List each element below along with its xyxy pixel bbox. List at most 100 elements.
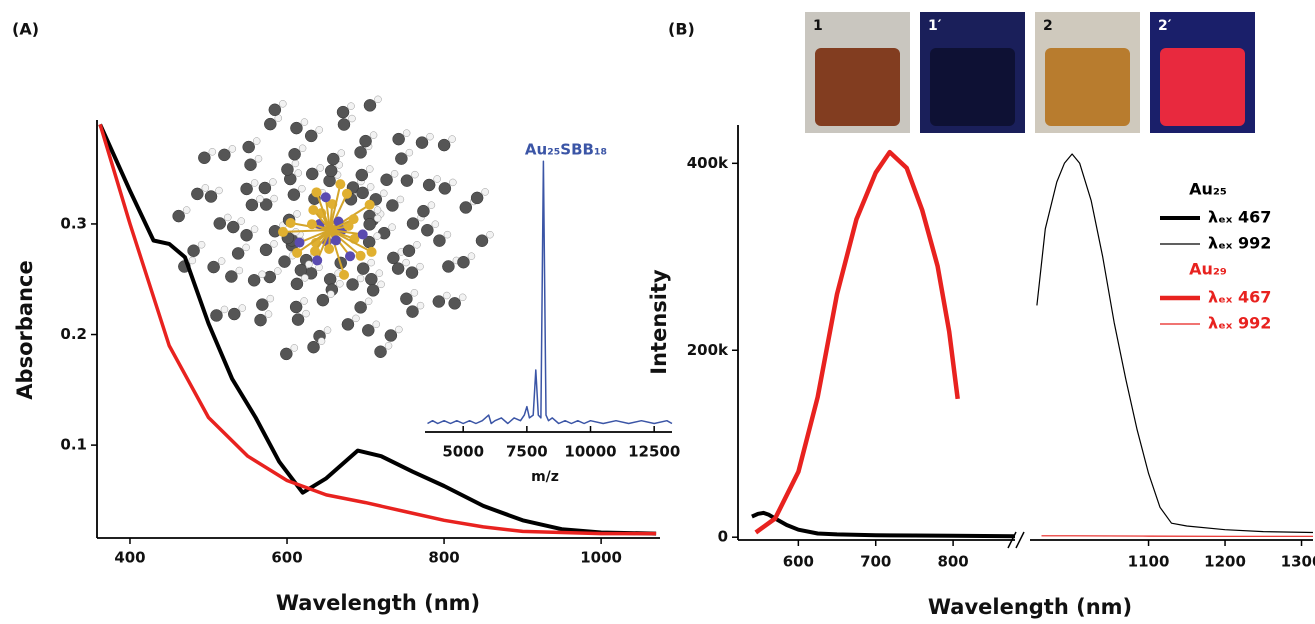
atom <box>324 164 338 178</box>
x-tick-label: 600 <box>271 549 302 567</box>
atom <box>336 279 344 288</box>
atom <box>475 234 489 247</box>
atom <box>402 129 411 137</box>
atom <box>355 168 369 182</box>
atom <box>247 274 261 287</box>
bond <box>296 229 331 254</box>
atom <box>384 329 398 342</box>
atom <box>457 255 470 269</box>
atom <box>323 272 337 286</box>
atom <box>364 297 373 306</box>
atom <box>269 178 277 186</box>
atom <box>352 314 360 323</box>
photo-label: 1 <box>813 18 823 34</box>
atom <box>337 118 351 131</box>
data-line <box>754 149 960 535</box>
atom <box>310 246 321 257</box>
atom <box>377 280 385 289</box>
atom <box>240 182 253 196</box>
atom <box>293 210 301 218</box>
bond <box>282 229 331 233</box>
photo-label: 1′ <box>928 18 942 34</box>
atom <box>433 175 441 183</box>
atom <box>288 148 301 161</box>
y-tick-label: 400k <box>687 154 729 172</box>
atom <box>400 174 414 187</box>
atom <box>298 144 307 153</box>
atom <box>224 213 232 222</box>
atom <box>290 277 304 291</box>
legend-group-title: Au₂₉ <box>1189 260 1227 279</box>
x-tick-label: 10000 <box>564 443 616 461</box>
bond <box>329 229 363 236</box>
atom <box>380 189 388 198</box>
atom <box>254 313 267 327</box>
atom <box>373 214 382 223</box>
legend-group-title: Au₂₅ <box>1189 180 1227 199</box>
atom <box>279 100 287 108</box>
atom <box>315 126 323 134</box>
photo-liquid <box>930 48 1015 126</box>
x-axis-title: m/z <box>531 469 559 485</box>
atom <box>290 121 303 135</box>
atom <box>204 190 218 203</box>
atom <box>201 184 210 192</box>
atom <box>387 251 400 265</box>
photo-liquid <box>1160 48 1245 126</box>
atom <box>369 131 378 139</box>
atom <box>336 105 350 119</box>
atom <box>300 297 308 305</box>
atom <box>280 347 293 361</box>
data-line <box>98 123 657 536</box>
atom <box>443 230 452 239</box>
atom <box>258 270 266 279</box>
atom <box>290 344 299 352</box>
atom <box>182 206 191 214</box>
bond <box>329 229 373 253</box>
y-tick-label: 0.2 <box>60 325 87 343</box>
atom <box>362 324 375 337</box>
photo-liquid <box>815 48 900 126</box>
atom <box>305 167 319 181</box>
bond <box>299 229 331 244</box>
atom <box>258 181 272 195</box>
atom <box>438 182 452 195</box>
atom <box>242 243 250 252</box>
atom <box>416 262 424 271</box>
atom <box>197 240 206 249</box>
atom <box>422 178 436 192</box>
x-tick-label: 5000 <box>442 443 484 461</box>
atom <box>345 251 356 262</box>
bond <box>329 183 342 231</box>
atom <box>252 137 261 145</box>
atom <box>268 103 282 117</box>
atom <box>294 237 305 248</box>
atom <box>215 186 223 195</box>
atom <box>240 228 253 242</box>
atom <box>442 260 455 273</box>
atom <box>278 255 291 268</box>
atom <box>291 313 305 326</box>
atom <box>417 204 430 218</box>
atom <box>292 247 303 258</box>
atom <box>231 247 245 260</box>
x-axis-title: Wavelength (nm) <box>276 591 480 615</box>
data-line <box>751 510 1016 539</box>
atom <box>373 232 381 240</box>
atom <box>256 298 269 311</box>
atom <box>437 138 451 152</box>
atom <box>467 252 476 260</box>
atom <box>357 229 368 240</box>
atom <box>210 309 223 322</box>
atom <box>300 118 309 126</box>
atom <box>339 269 350 280</box>
atom <box>421 223 434 237</box>
x-tick-label: 1000 <box>580 549 622 567</box>
atom <box>235 266 244 275</box>
atom <box>278 226 289 237</box>
atom <box>374 345 387 359</box>
data-line <box>98 123 657 536</box>
atom <box>238 304 247 312</box>
atom <box>366 165 374 173</box>
atom <box>324 243 335 254</box>
